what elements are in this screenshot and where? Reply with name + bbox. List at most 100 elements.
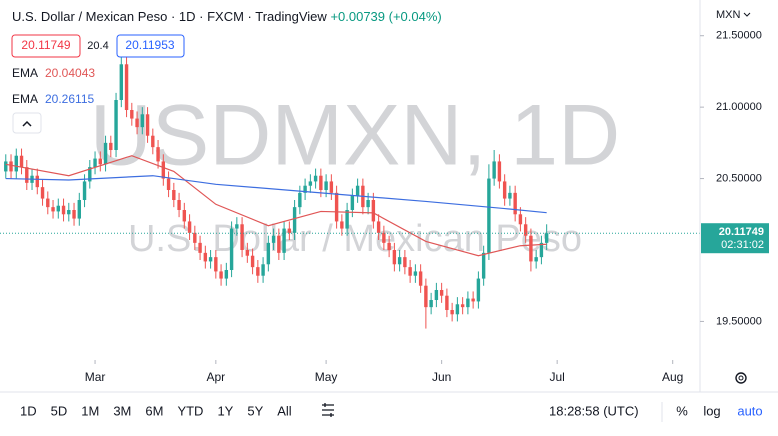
candle-body xyxy=(397,257,402,265)
settings-icon[interactable] xyxy=(735,372,747,384)
candle-body xyxy=(119,64,124,100)
candle-body xyxy=(187,221,192,233)
candle-body xyxy=(403,257,407,268)
auto-toggle[interactable]: auto xyxy=(737,403,762,418)
candle-body xyxy=(518,214,523,225)
candle-body xyxy=(429,300,433,308)
range-button[interactable]: 5Y xyxy=(247,403,263,418)
candle-body xyxy=(340,221,344,229)
candle-body xyxy=(256,267,260,276)
candle-body xyxy=(82,181,87,200)
candle-body xyxy=(156,147,160,162)
candle-body xyxy=(445,295,449,310)
candle-body xyxy=(9,161,13,172)
x-tick-label: Jun xyxy=(432,370,451,384)
symbol: U.S. Dollar / Mexican Peso xyxy=(12,9,167,24)
candle-body xyxy=(51,207,55,212)
source: FXCM xyxy=(207,9,244,24)
candle-body xyxy=(72,210,76,219)
candle-body xyxy=(182,210,187,222)
candle-body xyxy=(466,298,470,308)
range-button[interactable]: 1D xyxy=(20,403,37,418)
sell-button[interactable] xyxy=(11,34,81,58)
date-range-icon[interactable] xyxy=(322,403,334,417)
indicator-legend: EMA 20.04043 EMA 20.26115 xyxy=(12,66,95,106)
candle-body xyxy=(40,187,45,199)
candle-body xyxy=(502,181,507,199)
candle-body xyxy=(387,242,391,250)
collapse-icon xyxy=(22,120,32,127)
candle-body xyxy=(529,235,533,262)
range-button[interactable]: All xyxy=(277,403,292,418)
candle-body xyxy=(492,161,496,179)
candle-body xyxy=(25,167,29,183)
candle-body xyxy=(303,185,307,193)
log-toggle[interactable]: log xyxy=(703,403,720,418)
candle-body xyxy=(319,175,323,190)
candle-body xyxy=(177,200,181,210)
candle-body xyxy=(140,114,145,128)
candle-body xyxy=(166,178,171,190)
candle-body xyxy=(460,304,465,308)
candle-body xyxy=(298,192,302,208)
range-button[interactable]: 6M xyxy=(145,403,163,418)
candle-body xyxy=(109,142,113,150)
candle-body xyxy=(450,310,454,315)
candle-body xyxy=(324,181,328,190)
candle-body xyxy=(497,161,502,182)
range-button[interactable]: 1M xyxy=(81,403,99,418)
currency-dropdown xyxy=(743,12,751,17)
candle-body xyxy=(193,232,197,243)
candle-body xyxy=(35,175,39,188)
candle-body xyxy=(145,114,150,136)
candle-body xyxy=(334,192,339,222)
currency[interactable]: MXN xyxy=(716,9,741,21)
ema-value: 20.26115 xyxy=(45,92,94,106)
candle-body xyxy=(408,267,412,276)
candle-body xyxy=(329,181,334,193)
candle-body xyxy=(203,252,208,262)
range-selector: 1D 5D 1M 3M 6M YTD 1Y 5Y All xyxy=(20,403,292,418)
range-button[interactable]: 1Y xyxy=(217,403,233,418)
candle-body xyxy=(371,200,376,222)
buy-button[interactable] xyxy=(116,34,185,58)
range-button[interactable]: YTD xyxy=(177,403,203,418)
candle-body xyxy=(523,224,528,236)
plot-area: USDMXN, 1D U.S. Dollar / Mexican Peso xyxy=(0,47,700,329)
candle-body xyxy=(46,198,50,208)
candle-body xyxy=(345,210,349,229)
candle-body xyxy=(376,221,381,233)
sell-price: 20.11749 xyxy=(21,38,70,52)
ema-name: EMA xyxy=(12,66,38,80)
candle-body xyxy=(77,200,82,219)
candle-body xyxy=(245,250,250,256)
x-tick-label: Apr xyxy=(206,370,225,384)
candle-body xyxy=(366,200,370,208)
candle-body xyxy=(229,228,234,270)
range-button[interactable]: 3M xyxy=(113,403,131,418)
x-tick-label: Jul xyxy=(549,370,564,384)
candle-body xyxy=(539,242,544,258)
last-price-label: 20.11749 xyxy=(719,226,764,238)
x-tick-label: May xyxy=(315,370,338,384)
clock: 18:28:58 (UTC) xyxy=(549,403,639,418)
candle-body xyxy=(224,270,229,279)
percent-toggle[interactable]: % xyxy=(676,403,688,418)
candle-body xyxy=(508,192,512,199)
candle-body xyxy=(424,285,428,308)
range-button[interactable]: 5D xyxy=(51,403,68,418)
candle-body xyxy=(392,250,397,265)
candle-body xyxy=(198,242,202,253)
candle-body xyxy=(61,205,66,215)
buy-price: 20.11953 xyxy=(125,38,174,52)
candle-body xyxy=(19,155,24,168)
candle-body xyxy=(172,190,176,200)
legend-title: U.S. Dollar / Mexican Peso · 1D · FXCM ·… xyxy=(12,9,442,24)
candle-body xyxy=(544,233,549,243)
countdown: 02:31:02 xyxy=(721,239,764,251)
candle-body xyxy=(4,161,8,172)
ema-line xyxy=(5,175,547,214)
candle-body xyxy=(277,235,281,253)
